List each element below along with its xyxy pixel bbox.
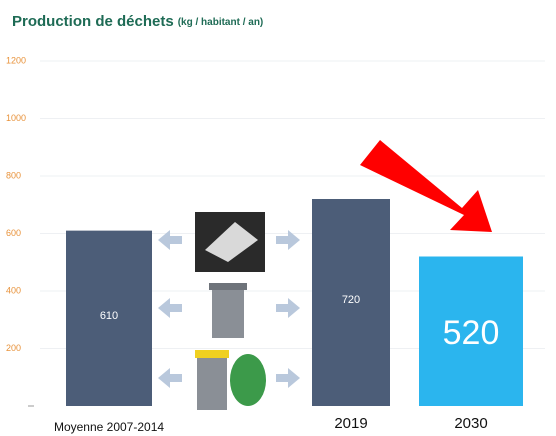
chart: Production de déchets (kg / habitant / an… <box>0 0 556 436</box>
value-label: 610 <box>100 310 118 322</box>
arrow-shaft <box>170 374 182 382</box>
x-tick-label: Moyenne 2007-2014 <box>54 420 164 434</box>
y-tick-label: 1200 <box>6 55 26 65</box>
title: Production de déchets <box>12 13 174 30</box>
icons <box>195 212 266 410</box>
arrow-shaft <box>170 304 182 312</box>
arrow-right <box>288 368 300 388</box>
bin-icon <box>212 288 244 338</box>
y-tick-label: 600 <box>6 228 21 238</box>
arrow-shaft <box>276 236 288 244</box>
bin-icon <box>209 283 247 290</box>
y-tick-label: 800 <box>6 170 21 180</box>
x-tick-label: 2019 <box>334 415 367 432</box>
glass-bin-icon <box>230 354 266 406</box>
chart-title: Production de déchets (kg / habitant / an… <box>12 13 263 30</box>
y-tick-label: 200 <box>6 343 21 353</box>
arrow-shaft <box>276 374 288 382</box>
y-tick-label: 1000 <box>6 113 26 123</box>
plot: 200 400 600 800 1000 1200 610 720 520 Moyenne 200… <box>6 55 545 434</box>
bin-icon <box>197 356 227 410</box>
arrow-shaft <box>170 236 182 244</box>
y-tick-label: 400 <box>6 285 21 295</box>
arrow-left <box>158 368 170 388</box>
x-tick-label: 2030 <box>454 415 487 432</box>
subtitle: (kg / habitant / an) <box>178 17 264 28</box>
value-label: 520 <box>443 314 500 352</box>
value-label: 720 <box>342 294 360 306</box>
arrow-right <box>288 298 300 318</box>
bin-icon <box>195 350 229 358</box>
arrow-shaft <box>276 304 288 312</box>
arrow-left <box>158 298 170 318</box>
